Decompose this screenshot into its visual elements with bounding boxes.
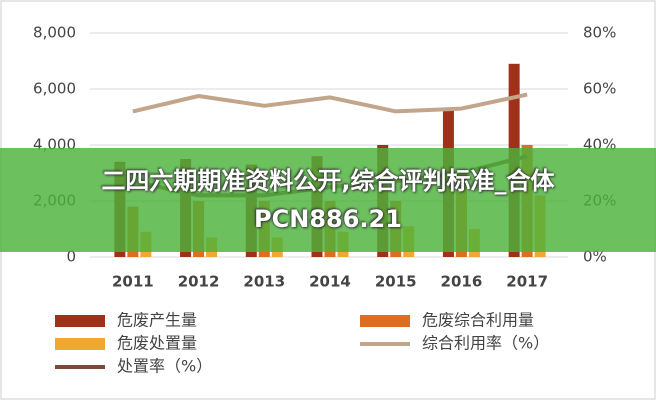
legend-swatch (360, 315, 410, 327)
legend-label: 处置率（%） (117, 357, 212, 376)
x-tick-label: 2016 (441, 273, 483, 291)
x-tick-label: 2013 (243, 273, 285, 291)
x-tick-label: 2017 (506, 273, 548, 291)
legend-label: 危废综合利用量 (422, 311, 534, 330)
x-tick-label: 2011 (112, 273, 154, 291)
banner-text: PCN886.21 (254, 205, 402, 233)
y2-tick-label: 80% (583, 24, 616, 42)
y-tick-label: 6,000 (33, 80, 76, 98)
y-tick-label: 8,000 (33, 24, 76, 42)
y2-tick-label: 60% (583, 80, 616, 98)
legend-label: 危废处置量 (117, 334, 197, 353)
y2-tick-label: 0% (583, 248, 607, 266)
legend-swatch (55, 315, 105, 327)
banner-text: 二四六期期准资料公开,综合评判标准_合体 (101, 167, 555, 195)
y-tick-label: 0 (66, 248, 76, 266)
legend-label: 综合利用率（%） (422, 334, 549, 353)
banner: 二四六期期准资料公开,综合评判标准_合体 PCN886.21 (0, 148, 656, 252)
legend-swatch (55, 338, 105, 350)
legend-label: 危废产生量 (117, 311, 197, 330)
x-tick-label: 2014 (309, 273, 351, 291)
x-tick-label: 2015 (375, 273, 417, 291)
x-tick-label: 2012 (178, 273, 220, 291)
line (132, 92, 528, 114)
